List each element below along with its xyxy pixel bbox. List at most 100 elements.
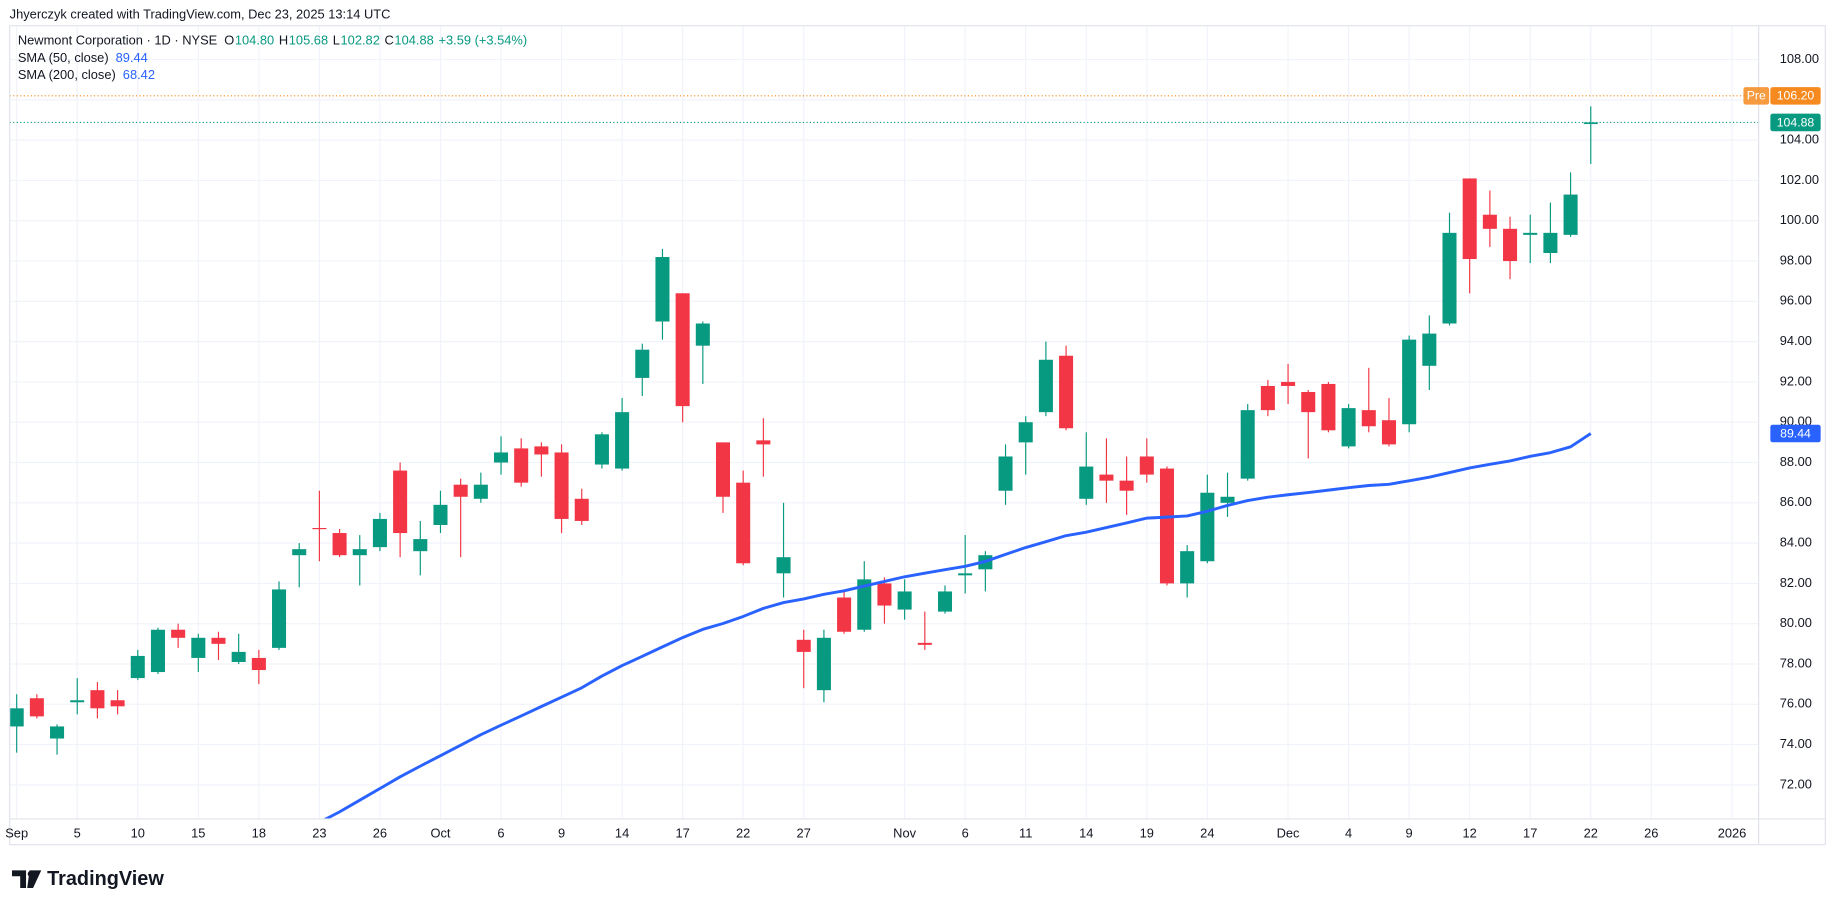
candle-body	[413, 539, 428, 552]
y-tick-label: 76.00	[1780, 696, 1812, 711]
candle-body	[1402, 339, 1417, 425]
candle-body	[554, 452, 569, 519]
y-tick-label: 84.00	[1780, 534, 1812, 549]
y-tick-label: 108.00	[1780, 51, 1819, 66]
x-tick-label: 14	[615, 826, 629, 841]
legend-ohlc-label: L	[333, 32, 340, 47]
candle-body	[494, 452, 509, 463]
candle-body	[574, 498, 589, 521]
candle-body	[695, 323, 710, 346]
legend-ohlc-value: 104.80	[235, 32, 274, 47]
candle-body	[1462, 178, 1477, 260]
candle-body	[9, 708, 24, 727]
candle-body	[1523, 232, 1538, 235]
legend-indicator-name: SMA (200, close)	[18, 67, 116, 82]
candle-body	[272, 589, 287, 648]
x-tick-label: 15	[191, 826, 205, 841]
x-tick-label: 4	[1345, 826, 1352, 841]
candle-body	[211, 637, 226, 644]
candle-body	[150, 629, 165, 673]
plot-area	[9, 95, 1759, 819]
sma-badge-box	[1770, 424, 1821, 443]
y-tick-label: 100.00	[1780, 212, 1819, 227]
x-tick-label: 22	[736, 826, 750, 841]
axes: 72.00 74.00 76.00 78.00 80.00 82.00 84.00 86.00…	[5, 51, 1821, 841]
candle-body	[453, 484, 468, 497]
candle-body	[1099, 474, 1114, 481]
candle-body	[937, 591, 953, 612]
y-tick-label: 80.00	[1780, 615, 1812, 630]
x-tick-label: 2026	[1718, 826, 1747, 841]
candle-body	[514, 448, 529, 483]
candle-body	[1442, 232, 1457, 324]
x-tick-label: 18	[252, 826, 266, 841]
legend-change: +3.59 (+3.54%)	[438, 32, 527, 47]
x-tick-label: 26	[373, 826, 387, 841]
brand-logo	[12, 870, 42, 888]
candle-body	[1119, 480, 1134, 491]
candle-body	[897, 591, 912, 610]
legend-ohlc-value: 105.68	[289, 32, 328, 47]
candle-body	[1341, 408, 1356, 447]
candle-body	[796, 639, 811, 652]
candle-body	[29, 698, 44, 717]
candle-body	[534, 446, 549, 455]
candle-body	[292, 549, 307, 556]
x-tick-label: 14	[1079, 826, 1093, 841]
y-tick-label: 94.00	[1780, 333, 1812, 348]
candle-body	[877, 583, 892, 606]
candle-body	[1220, 496, 1235, 503]
y-tick-label: 72.00	[1780, 776, 1812, 791]
x-tick-label: 26	[1644, 826, 1658, 841]
y-tick-label: 82.00	[1780, 575, 1812, 590]
candle-body	[393, 470, 408, 534]
x-tick-label: Nov	[893, 826, 916, 841]
x-tick-label: Oct	[430, 826, 450, 841]
attribution: Jhyerczyk created with TradingView.com, …	[10, 7, 391, 22]
grid	[9, 25, 1759, 819]
candle-body	[171, 629, 186, 638]
pane-border	[9, 25, 1826, 846]
candle-body	[1260, 385, 1275, 411]
x-tick-label: 5	[74, 826, 81, 841]
legend-indicator-value: 89.44	[116, 50, 148, 65]
candle-body	[1563, 194, 1578, 235]
y-tick-label: 98.00	[1780, 252, 1812, 267]
legend-ohlc-label: C	[385, 32, 394, 47]
candle-body	[1381, 420, 1396, 445]
candle-body	[1301, 392, 1316, 413]
x-tick-label: 23	[312, 826, 326, 841]
candle-body	[1180, 551, 1195, 584]
candle-body	[231, 651, 246, 662]
legend-indicator-value: 68.42	[123, 67, 155, 82]
x-tick-label: 24	[1200, 826, 1214, 841]
candle-body	[756, 440, 771, 445]
candle-body	[594, 434, 609, 465]
y-tick-label: 78.00	[1780, 655, 1812, 670]
x-tick-label: 9	[558, 826, 565, 841]
brand-name: TradingView	[47, 868, 164, 890]
candle-body	[1422, 333, 1437, 366]
candle-body	[635, 349, 650, 378]
candle-body	[615, 412, 630, 469]
x-tick-label: 6	[962, 826, 969, 841]
pre-tag-box	[1743, 87, 1770, 105]
legend: Newmont Corporation · 1D · NYSE O 104.80 H 1…	[18, 32, 527, 82]
candle-body	[372, 518, 387, 548]
candle-body	[110, 700, 125, 707]
x-tick-label: Dec	[1277, 826, 1300, 841]
logo-mark	[12, 870, 42, 888]
x-tick-label: 6	[497, 826, 504, 841]
legend-ohlc-label: O	[224, 32, 234, 47]
legend-indicator-name: SMA (50, close)	[18, 50, 109, 65]
x-tick-label: 27	[797, 826, 811, 841]
candle-body	[1018, 422, 1033, 443]
pre-market-badge-box	[1770, 87, 1821, 105]
candle-body	[675, 293, 690, 407]
x-tick-label: 9	[1406, 826, 1413, 841]
x-tick-label: 17	[1523, 826, 1537, 841]
candle-body	[50, 726, 65, 739]
